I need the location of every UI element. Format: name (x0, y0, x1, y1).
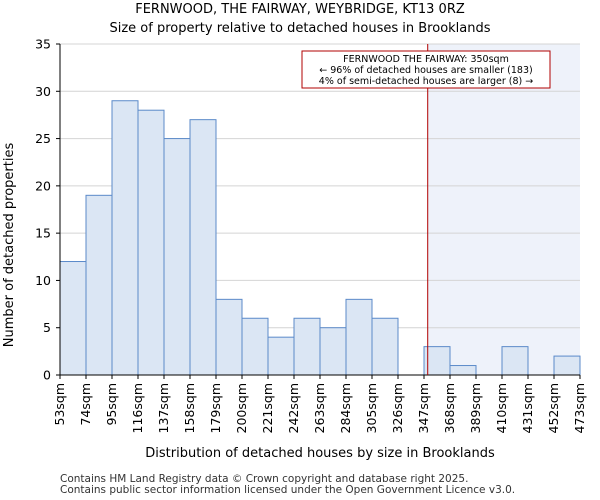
y-tick-label: 10 (35, 273, 51, 288)
plot-area: 0 5 10 15 20 25 30 35 53sqm 74sqm 95sqm 116sqm 137sq… (35, 37, 587, 434)
y-tick-label: 25 (35, 131, 51, 146)
bar-305sqm (371, 317, 399, 376)
bar-158sqm (189, 119, 217, 376)
annotation-line-3: 4% of semi-detached houses are larger (8… (319, 76, 533, 87)
x-tick-label: 137sqm (156, 383, 171, 433)
x-tick-label: 200sqm (234, 383, 249, 433)
bar-242sqm (293, 317, 321, 376)
x-tick-label: 347sqm (416, 383, 431, 433)
y-tick-label: 20 (35, 178, 51, 193)
bar-410sqm (501, 346, 529, 376)
annotation-box (301, 50, 551, 89)
bar-95sqm (111, 100, 139, 376)
bar-263sqm (319, 327, 347, 376)
chart-subtitle: Size of property relative to detached ho… (109, 21, 490, 36)
bar-452sqm (553, 355, 581, 376)
x-tick-label: 284sqm (338, 383, 353, 433)
footer-copyright: Contains HM Land Registry data © Crown c… (60, 473, 469, 485)
bar-74sqm (85, 194, 113, 376)
y-tick-label: 15 (35, 226, 51, 241)
x-tick-label: 452sqm (546, 383, 561, 433)
x-tick-label: 116sqm (130, 383, 145, 433)
x-tick-label: 95sqm (104, 383, 119, 426)
x-tick-label: 158sqm (182, 383, 197, 433)
footer-licence: Contains public sector information licen… (60, 484, 516, 496)
larger-region-highlight (427, 44, 580, 375)
annotation-line-1: FERNWOOD THE FAIRWAY: 350sqm (343, 54, 509, 65)
x-tick-label: 368sqm (442, 383, 457, 433)
x-tick-label: 410sqm (494, 383, 509, 433)
annotation-line-2: ← 96% of detached houses are smaller (18… (319, 65, 532, 76)
x-tick-label: 305sqm (364, 383, 379, 433)
x-tick-label: 74sqm (78, 383, 93, 426)
bar-284sqm (345, 298, 373, 376)
bar-200sqm (241, 317, 269, 376)
bar-137sqm (163, 138, 191, 376)
y-tick-label: 30 (35, 84, 51, 99)
bar-221sqm (267, 336, 295, 376)
chart-title: FERNWOOD, THE FAIRWAY, WEYBRIDGE, KT13 0… (135, 2, 465, 17)
y-tick-label: 35 (35, 37, 51, 52)
y-tick-label: 0 (43, 368, 51, 383)
y-tick-label: 5 (43, 320, 51, 335)
x-tick-label: 326sqm (390, 383, 405, 433)
x-tick-label: 242sqm (286, 383, 301, 433)
x-tick-label: 53sqm (52, 383, 67, 426)
x-tick-label: 263sqm (312, 383, 327, 433)
x-tick-label: 389sqm (468, 383, 483, 433)
x-axis-label: Distribution of detached houses by size … (145, 446, 495, 461)
bar-347sqm (423, 346, 451, 376)
y-axis-label: Number of detached properties (2, 143, 17, 348)
x-tick-label: 221sqm (260, 383, 275, 433)
x-tick-label: 431sqm (520, 383, 535, 433)
bar-116sqm (137, 109, 165, 376)
x-tick-label: 179sqm (208, 383, 223, 433)
bar-53sqm (59, 261, 87, 376)
x-tick-label: 473sqm (572, 383, 587, 433)
bar-179sqm (215, 298, 243, 376)
bar-368sqm (449, 365, 477, 376)
